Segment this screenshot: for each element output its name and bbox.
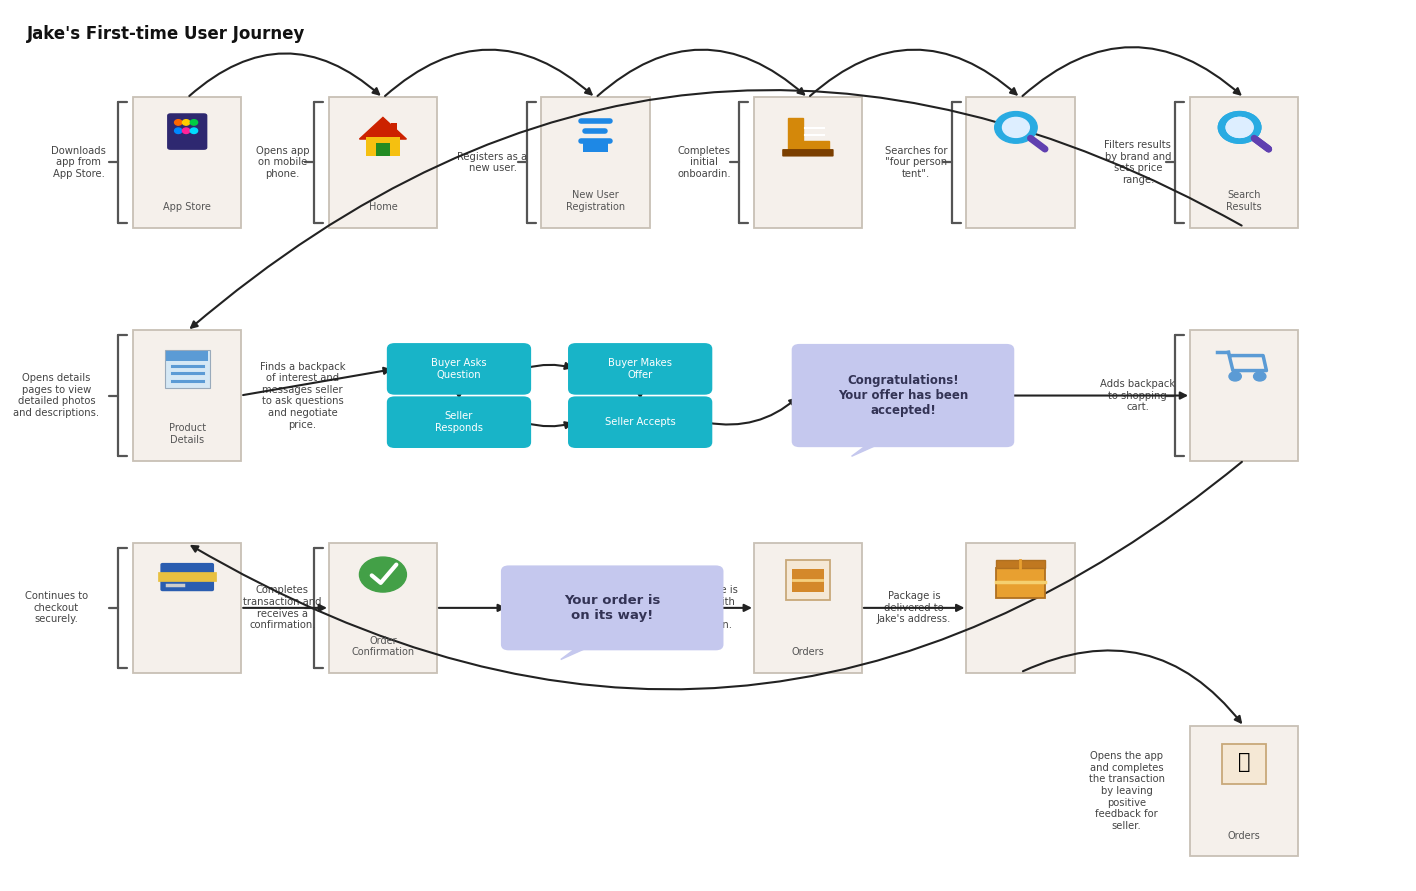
Text: Filters results
by brand and
sets price
range.: Filters results by brand and sets price … (1104, 140, 1171, 184)
FancyBboxPatch shape (995, 560, 1045, 568)
Text: Downloads
app from
App Store.: Downloads app from App Store. (51, 146, 106, 179)
Text: Finds a backpack
of interest and
messages seller
to ask questions
and negotiate
: Finds a backpack of interest and message… (259, 362, 346, 429)
Text: Jake's First-time User Journey: Jake's First-time User Journey (27, 25, 306, 43)
Text: Search
Results: Search Results (1226, 191, 1262, 212)
Circle shape (1226, 118, 1253, 137)
Text: Orders page is
updated with
tracking
information.: Orders page is updated with tracking inf… (666, 585, 738, 630)
Circle shape (174, 119, 183, 125)
Text: Receives
notification that
seller has shipped
order and
updated tracking
informa: Receives notification that seller has sh… (511, 574, 602, 642)
Polygon shape (360, 118, 406, 139)
FancyBboxPatch shape (377, 143, 389, 156)
Text: Orders: Orders (792, 648, 824, 658)
Text: Package is
delivered to
Jake's address.: Package is delivered to Jake's address. (877, 592, 952, 625)
FancyBboxPatch shape (387, 343, 531, 395)
Circle shape (183, 128, 190, 134)
FancyBboxPatch shape (329, 543, 438, 674)
FancyBboxPatch shape (133, 543, 242, 674)
Circle shape (1218, 111, 1260, 143)
FancyBboxPatch shape (1189, 97, 1298, 228)
Text: Opens the app
and completes
the transaction
by leaving
positive
feedback for
sel: Opens the app and completes the transact… (1089, 751, 1164, 831)
Text: Buyer Asks
Question: Buyer Asks Question (430, 358, 487, 380)
Circle shape (1226, 118, 1253, 137)
FancyBboxPatch shape (1189, 331, 1298, 461)
Text: Product
Details: Product Details (169, 423, 205, 446)
FancyBboxPatch shape (164, 350, 210, 388)
FancyBboxPatch shape (329, 97, 438, 228)
Text: App Store: App Store (163, 202, 211, 212)
Circle shape (1218, 111, 1260, 143)
Polygon shape (787, 119, 830, 151)
FancyBboxPatch shape (133, 97, 242, 228)
Text: 👍: 👍 (1238, 752, 1250, 772)
FancyBboxPatch shape (167, 113, 207, 150)
FancyBboxPatch shape (995, 568, 1045, 598)
FancyBboxPatch shape (1222, 744, 1266, 783)
FancyBboxPatch shape (792, 344, 1014, 447)
Text: Opens app
on mobile
phone.: Opens app on mobile phone. (255, 146, 309, 179)
Text: Opens details
pages to view
detailed photos
and descriptions.: Opens details pages to view detailed pho… (13, 373, 99, 418)
FancyBboxPatch shape (966, 97, 1075, 228)
FancyBboxPatch shape (782, 149, 834, 157)
Text: New User
Registration: New User Registration (566, 191, 624, 212)
Text: Order
Confirmation: Order Confirmation (351, 636, 415, 658)
Text: Adds backpack
to shopping
cart.: Adds backpack to shopping cart. (1100, 379, 1175, 413)
FancyBboxPatch shape (753, 97, 862, 228)
Circle shape (1003, 118, 1029, 137)
FancyBboxPatch shape (501, 566, 724, 650)
FancyBboxPatch shape (753, 543, 862, 674)
Text: Seller
Responds: Seller Responds (435, 412, 483, 433)
Text: Congratulations!
Your offer has been
accepted!: Congratulations! Your offer has been acc… (838, 374, 969, 417)
Text: Registers as a
new user.: Registers as a new user. (457, 151, 528, 173)
Circle shape (1229, 372, 1242, 381)
FancyBboxPatch shape (786, 560, 830, 601)
Text: Searches for
"four person
tent".: Searches for "four person tent". (885, 146, 947, 179)
Circle shape (994, 111, 1037, 143)
Circle shape (174, 128, 183, 134)
FancyBboxPatch shape (568, 396, 712, 448)
Text: Orders: Orders (1228, 830, 1260, 840)
Circle shape (1253, 372, 1266, 381)
Circle shape (190, 128, 198, 134)
Text: Seller Accepts: Seller Accepts (605, 417, 675, 427)
FancyBboxPatch shape (367, 137, 399, 156)
Text: Continues to
checkout
securely.: Continues to checkout securely. (25, 592, 88, 625)
Text: Receives
notification that
seller has
accepted offer.: Receives notification that seller has ac… (891, 373, 971, 418)
Circle shape (183, 119, 190, 125)
Text: Buyer Makes
Offer: Buyer Makes Offer (607, 358, 673, 380)
FancyBboxPatch shape (391, 123, 398, 132)
FancyBboxPatch shape (387, 396, 531, 448)
Circle shape (360, 557, 406, 592)
FancyBboxPatch shape (793, 568, 824, 592)
Polygon shape (561, 644, 595, 659)
FancyBboxPatch shape (1189, 725, 1298, 856)
Text: Completes
initial
onboardin.: Completes initial onboardin. (677, 146, 731, 179)
Text: Completes
transaction and
receives a
confirmation.: Completes transaction and receives a con… (244, 585, 321, 630)
FancyBboxPatch shape (541, 97, 650, 228)
FancyBboxPatch shape (160, 563, 214, 592)
Text: Home: Home (368, 202, 398, 212)
Polygon shape (851, 441, 885, 456)
Text: Your order is
on its way!: Your order is on its way! (564, 594, 660, 622)
Circle shape (190, 119, 198, 125)
FancyBboxPatch shape (583, 143, 607, 152)
FancyBboxPatch shape (133, 331, 242, 461)
FancyBboxPatch shape (966, 543, 1075, 674)
FancyBboxPatch shape (568, 343, 712, 395)
FancyBboxPatch shape (166, 350, 208, 362)
